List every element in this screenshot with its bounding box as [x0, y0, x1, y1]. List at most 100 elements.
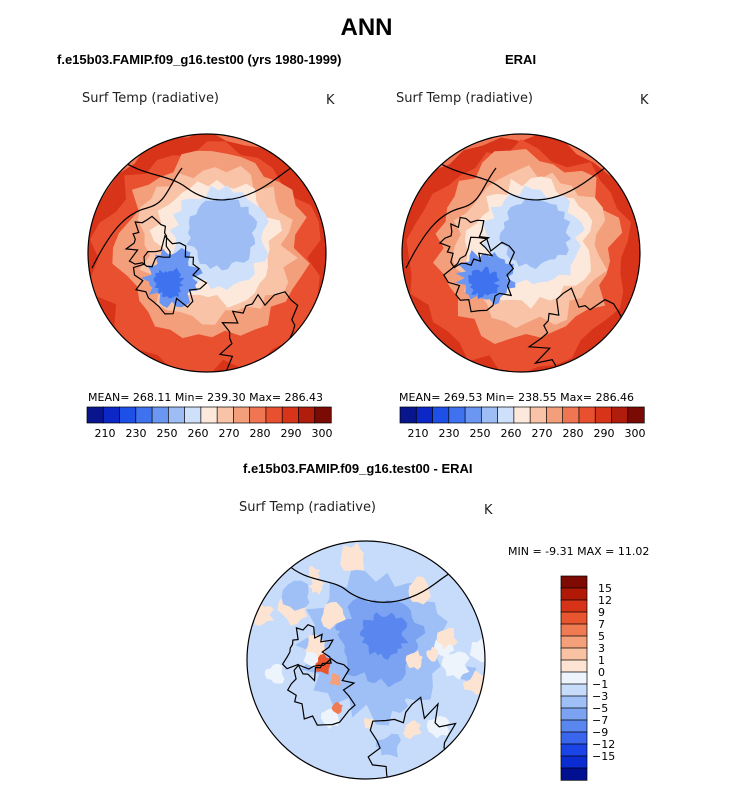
colorbar-box: [560, 575, 588, 589]
field-patch: [340, 542, 364, 571]
colorbar-tick-label: 300: [311, 427, 333, 440]
map-field: [247, 541, 485, 779]
colorbar-tick-label: −1: [592, 678, 609, 691]
colorbar-tick-label: −7: [592, 714, 609, 727]
field-patch: [469, 638, 485, 663]
field-patch: [436, 628, 458, 650]
colorbar-box: [464, 406, 482, 424]
stats-erai: MEAN= 269.53 Min= 238.55 Max= 286.46: [399, 391, 635, 404]
units-label-erai: K: [640, 93, 649, 108]
colorbar-box: [578, 406, 596, 424]
colorbar-tick-label: 260: [500, 427, 522, 440]
field-patch: [408, 576, 431, 605]
colorbar-box: [560, 731, 588, 745]
colorbar-box: [298, 406, 316, 424]
field-layer: [153, 267, 185, 299]
coastline-archipelago: [438, 216, 494, 269]
colorbar-tick-label: 300: [624, 427, 646, 440]
colorbar-tick-label: 260: [187, 427, 209, 440]
field-patch: [403, 720, 422, 740]
colorbar-box: [560, 611, 588, 625]
stats-diff: MIN = -9.31 MAX = 11.02: [508, 545, 650, 558]
colorbar-box: [119, 406, 137, 424]
coastline-archipelago: [124, 215, 171, 268]
colorbar-box: [546, 406, 564, 424]
field-layer: [186, 197, 258, 271]
colorbar-box: [627, 406, 645, 424]
coastline-archipelago: [281, 623, 335, 682]
colorbar-box: [184, 406, 202, 424]
colorbar-tick-label: 0: [598, 666, 605, 679]
colorbar-box: [529, 406, 548, 424]
variable-label-model: Surf Temp (radiative): [82, 91, 220, 106]
colorbar-tick-label: 250: [469, 427, 491, 440]
field-layer: [359, 612, 409, 660]
colorbar-box: [216, 406, 235, 424]
colorbar-diff: [560, 575, 588, 781]
colorbar-box: [594, 406, 613, 424]
colorbar-box: [167, 406, 186, 424]
colorbar-tick-label: 3: [598, 642, 605, 655]
colorbar-tick-label: 9: [598, 606, 605, 619]
field-patch: [331, 701, 343, 715]
colorbar-box: [562, 406, 580, 424]
polar-map-diff: [246, 540, 486, 780]
colorbar-box: [513, 406, 531, 424]
variable-label-erai: Surf Temp (radiative): [396, 91, 534, 106]
colorbar-tick-label: 1: [598, 654, 605, 667]
colorbar-tick-label: 230: [125, 427, 147, 440]
coastline-greenland: [286, 657, 356, 726]
colorbar-tick-label: −9: [592, 726, 609, 739]
stats-model: MEAN= 268.11 Min= 239.30 Max= 286.43: [88, 391, 324, 404]
map-boundary: [401, 133, 641, 373]
colorbar-box: [560, 707, 588, 721]
colorbar-box: [415, 406, 434, 424]
colorbar-box: [432, 406, 450, 424]
map-boundary: [246, 540, 486, 780]
colorbar-tick-label: 270: [531, 427, 553, 440]
colorbar-tick-label: −3: [592, 690, 609, 703]
colorbar-box: [560, 683, 588, 697]
colorbar-tick-label: 280: [249, 427, 271, 440]
colorbar-tick-label: −5: [592, 702, 609, 715]
colorbar-box: [560, 599, 588, 613]
field-patch: [375, 733, 401, 758]
field-layer: [499, 198, 572, 269]
field-patch: [329, 673, 341, 686]
panel-title-erai: ERAI: [505, 52, 537, 67]
colorbar-box: [249, 406, 267, 424]
colorbar-box: [399, 406, 417, 424]
colorbar-box: [560, 647, 588, 661]
field-layer: [467, 266, 500, 300]
colorbar-box: [200, 406, 218, 424]
colorbar-tick-label: 12: [598, 594, 612, 607]
field-patch: [441, 651, 470, 680]
field-patch: [264, 663, 285, 684]
colorbar-tick-label: 210: [94, 427, 116, 440]
field-patch: [426, 646, 439, 662]
panel-title-model: f.e15b03.FAMIP.f09_g16.test00 (yrs 1980-…: [57, 52, 342, 67]
field-patch: [405, 650, 423, 670]
polar-map-model: [87, 133, 327, 373]
coastline-greenland: [443, 236, 516, 313]
colorbar-erai: [399, 406, 645, 424]
coastline-canada: [91, 167, 183, 269]
units-label-diff: K: [484, 503, 493, 518]
field-patch: [281, 580, 310, 611]
colorbar-box: [560, 671, 588, 685]
field-patch: [308, 565, 321, 580]
colorbar-box: [265, 406, 283, 424]
colorbar-box: [560, 755, 588, 769]
colorbar-tick-label: 290: [280, 427, 302, 440]
field-patch: [305, 634, 326, 659]
field-patch: [326, 627, 341, 643]
colorbar-box: [560, 623, 588, 637]
colorbar-box: [314, 406, 332, 424]
colorbar-box: [560, 695, 588, 709]
colorbar-box: [560, 743, 588, 757]
colorbar-box: [560, 767, 588, 781]
colorbar-box: [560, 587, 588, 601]
colorbar-box: [611, 406, 629, 424]
colorbar-box: [102, 406, 121, 424]
colorbar-tick-label: 280: [562, 427, 584, 440]
